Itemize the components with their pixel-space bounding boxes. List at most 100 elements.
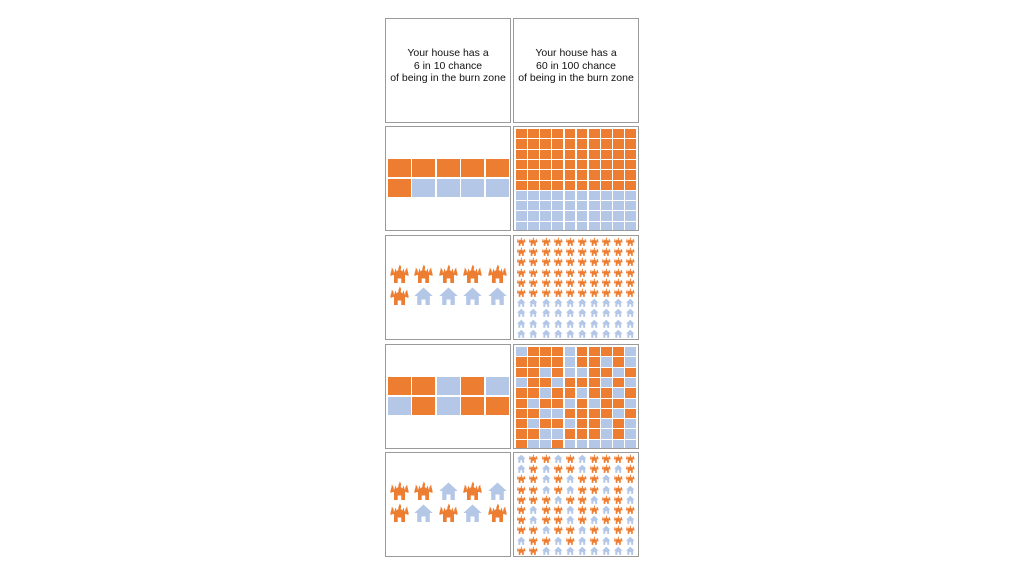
header-text-right: Your house has a 60 in 100 chance of bei… bbox=[514, 47, 638, 85]
safe-square-cell bbox=[540, 201, 552, 211]
safe-square-cell bbox=[540, 408, 552, 419]
burning-house-icon bbox=[565, 464, 576, 474]
safe-square-cell bbox=[612, 201, 624, 211]
safe-square-cell bbox=[516, 190, 527, 201]
burning-house-icon bbox=[528, 267, 539, 277]
burn-square-cell bbox=[564, 388, 576, 398]
safe-square-cell bbox=[588, 211, 600, 221]
burning-house-icon bbox=[577, 474, 588, 484]
panel-scattered-houses-100 bbox=[513, 452, 639, 557]
burning-house-icon bbox=[577, 267, 588, 277]
safe-square-cell bbox=[540, 190, 552, 201]
burn-square-cell bbox=[588, 159, 600, 170]
burn-square-cell bbox=[461, 377, 484, 395]
house-icon bbox=[589, 329, 600, 338]
burn-square-cell bbox=[564, 149, 576, 159]
burning-house-icon bbox=[541, 237, 552, 246]
safe-square-cell bbox=[625, 419, 636, 429]
burn-square-cell bbox=[552, 388, 564, 398]
burn-square-cell bbox=[552, 367, 564, 377]
panel-scattered-squares-10 bbox=[385, 344, 511, 449]
house-icon bbox=[541, 464, 552, 474]
panel-grouped-houses-10 bbox=[385, 235, 511, 340]
burn-square-cell bbox=[576, 398, 588, 408]
house-icon bbox=[577, 454, 588, 463]
safe-square-cell bbox=[625, 201, 636, 211]
safe-square-cell bbox=[540, 221, 552, 230]
house-icon bbox=[462, 286, 483, 306]
burn-square-cell bbox=[576, 170, 588, 180]
burn-square-cell bbox=[564, 170, 576, 180]
burn-square-cell bbox=[387, 159, 411, 177]
burn-square-cell bbox=[528, 129, 540, 139]
burning-house-icon bbox=[589, 454, 600, 463]
safe-square-cell bbox=[528, 419, 540, 429]
burn-square-cell bbox=[588, 347, 600, 357]
house-icon bbox=[553, 546, 564, 555]
safe-square-cell bbox=[436, 377, 460, 395]
burn-square-cell bbox=[552, 159, 564, 170]
burning-house-icon bbox=[589, 535, 600, 545]
burning-house-icon bbox=[541, 505, 552, 514]
burn-square-cell bbox=[588, 367, 600, 377]
burn-square-cell bbox=[564, 129, 576, 139]
safe-square-cell bbox=[436, 178, 460, 197]
burn-square-cell bbox=[516, 139, 527, 149]
burning-house-icon bbox=[487, 503, 508, 523]
safe-square-cell bbox=[387, 396, 411, 415]
house-icon bbox=[625, 515, 636, 525]
burning-house-icon bbox=[413, 264, 434, 284]
header-right-line3: of being in the burn zone bbox=[518, 72, 634, 84]
house-icon bbox=[601, 319, 612, 328]
burning-house-icon bbox=[553, 288, 564, 297]
burning-house-icon bbox=[565, 495, 576, 504]
burning-house-icon bbox=[413, 481, 434, 501]
safe-square-cell bbox=[564, 439, 576, 448]
burning-house-icon bbox=[625, 267, 636, 277]
house-icon bbox=[553, 329, 564, 338]
safe-square-cell bbox=[436, 396, 460, 415]
burning-house-icon bbox=[565, 454, 576, 463]
house-icon bbox=[577, 308, 588, 318]
house-icon bbox=[601, 474, 612, 484]
safe-square-cell bbox=[540, 429, 552, 439]
burn-square-cell bbox=[516, 429, 527, 439]
house-icon bbox=[553, 495, 564, 504]
burn-square-cell bbox=[540, 347, 552, 357]
safe-square-cell bbox=[528, 398, 540, 408]
burning-house-icon bbox=[438, 264, 459, 284]
burning-house-icon bbox=[613, 495, 624, 504]
burn-square-cell bbox=[528, 429, 540, 439]
safe-square-cell bbox=[564, 211, 576, 221]
burning-house-icon bbox=[613, 257, 624, 267]
burning-house-icon bbox=[528, 237, 539, 246]
burning-house-icon bbox=[528, 288, 539, 297]
house-icon bbox=[541, 525, 552, 535]
burning-house-icon bbox=[462, 481, 483, 501]
safe-square-cell bbox=[588, 201, 600, 211]
panel-scattered-houses-10 bbox=[385, 452, 511, 557]
burn-square-cell bbox=[612, 170, 624, 180]
safe-square-cell bbox=[516, 221, 527, 230]
burning-house-icon bbox=[553, 515, 564, 525]
burn-square-cell bbox=[516, 180, 527, 190]
burning-house-icon bbox=[541, 454, 552, 463]
safe-square-cell bbox=[552, 377, 564, 388]
burning-house-icon bbox=[613, 237, 624, 246]
safe-square-cell bbox=[600, 429, 612, 439]
burn-square-cell bbox=[588, 377, 600, 388]
house-icon bbox=[625, 308, 636, 318]
house-icon bbox=[565, 308, 576, 318]
burn-square-cell bbox=[612, 149, 624, 159]
safe-square-cell bbox=[612, 367, 624, 377]
burn-square-cell bbox=[516, 149, 527, 159]
burning-house-icon bbox=[565, 288, 576, 297]
burning-house-icon bbox=[613, 278, 624, 287]
safe-square-cell bbox=[564, 347, 576, 357]
burning-house-icon bbox=[389, 286, 410, 306]
burning-house-icon bbox=[516, 267, 527, 277]
burn-square-cell bbox=[588, 408, 600, 419]
house-icon bbox=[516, 298, 527, 308]
burning-house-icon bbox=[625, 278, 636, 287]
burn-square-cell bbox=[540, 170, 552, 180]
